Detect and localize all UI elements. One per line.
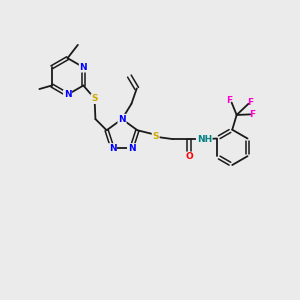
- Text: N: N: [109, 144, 116, 153]
- Text: NH: NH: [196, 135, 212, 144]
- Text: F: F: [226, 96, 233, 105]
- Text: F: F: [247, 98, 253, 107]
- Text: S: S: [91, 94, 98, 103]
- Text: N: N: [64, 90, 71, 99]
- Text: N: N: [118, 115, 126, 124]
- Text: F: F: [249, 110, 255, 119]
- Text: O: O: [185, 152, 193, 161]
- Text: N: N: [80, 63, 87, 72]
- Text: S: S: [152, 132, 159, 141]
- Text: N: N: [128, 144, 135, 153]
